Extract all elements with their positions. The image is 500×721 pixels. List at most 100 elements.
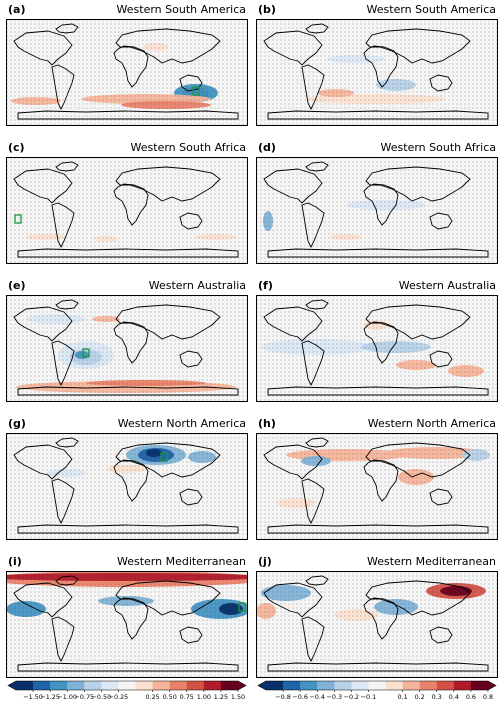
coastline [267, 110, 489, 120]
significance-stippling [256, 157, 498, 264]
significance-stippling [6, 433, 248, 540]
colorbar-extend-high [238, 681, 246, 690]
colorbar-tick-label: 1.25 [214, 693, 228, 701]
colorbar-tick-label: −0.4 [309, 693, 325, 701]
panel-region: Western North America [117, 417, 246, 430]
panel-region: Western South America [366, 3, 496, 16]
coastline [55, 437, 79, 448]
colorbar-tick-label: 0.50 [163, 693, 177, 701]
coastline [113, 597, 149, 640]
panel-label: (g) [8, 417, 26, 430]
coastline [365, 166, 471, 202]
colorbar-segment [16, 681, 34, 690]
map-frame [6, 571, 248, 678]
colorbar-segment [169, 681, 187, 690]
region-box [238, 602, 246, 612]
panel-region: Western South Africa [380, 141, 496, 154]
coastline [301, 616, 325, 663]
panel-d: (d) Western South Africa [256, 140, 498, 264]
colorbar-tick-label: −0.8 [275, 693, 291, 701]
significance-stippling [6, 571, 248, 678]
colorbar-segment [334, 681, 352, 690]
colorbar-segment [436, 681, 455, 690]
coastline [115, 442, 221, 478]
colorbar-tick-label: 1.50 [231, 693, 245, 701]
colorbar-tick-label: 0.3 [432, 693, 442, 701]
panel-region: Western South Africa [130, 141, 246, 154]
map-frame [256, 19, 498, 126]
colorbar-segment [135, 681, 153, 690]
coastline [179, 350, 203, 368]
colorbar-segment [67, 681, 85, 690]
panel-e: (e) Western Australia [6, 278, 248, 402]
colorbar-outline [257, 680, 497, 691]
colorbar-segment [266, 681, 284, 690]
colorbar-outline [7, 680, 247, 691]
panel-label: (f) [258, 279, 273, 292]
colorbar-tick-label: −1.50 [23, 693, 43, 701]
coastline [13, 444, 73, 480]
coastline [113, 45, 149, 88]
colorbar-segment [368, 681, 386, 690]
map-frame [6, 433, 248, 540]
region-box [14, 214, 22, 224]
colorbar-tick-label: 1.00 [197, 693, 211, 701]
map-frame [256, 433, 498, 540]
colorbar-segment [385, 681, 403, 690]
coastline [301, 202, 325, 249]
coastline [363, 459, 399, 502]
significance-stippling [256, 433, 498, 540]
coastline [305, 161, 329, 172]
map [6, 571, 248, 678]
coastline [363, 597, 399, 640]
panel-region: Western Australia [398, 279, 496, 292]
coastline [51, 202, 75, 249]
coastline [363, 45, 399, 88]
coastline [17, 110, 239, 120]
coastline [429, 212, 453, 230]
colorbar-segment [453, 681, 472, 690]
colorbar-tick-label: −0.50 [92, 693, 112, 701]
coastline [51, 64, 75, 111]
coastline [263, 306, 323, 342]
map [256, 295, 498, 402]
coastline [13, 168, 73, 204]
colorbar-segment [351, 681, 369, 690]
colorbar-segment [84, 681, 102, 690]
panel-region: Western South America [116, 3, 246, 16]
coastline [305, 299, 329, 310]
colorbar-tick-label: −1.25 [40, 693, 60, 701]
colorbar-extend-low [8, 681, 16, 690]
map-frame [256, 571, 498, 678]
coastline [429, 626, 453, 644]
map-frame [256, 295, 498, 402]
coastline [305, 437, 329, 448]
coastline [267, 248, 489, 258]
coastline [305, 23, 329, 34]
panel-c: (c) Western South Africa [6, 140, 248, 264]
coastline [179, 74, 203, 92]
panel-label: (c) [8, 141, 25, 154]
colorbar-segment [283, 681, 301, 690]
significance-stippling [256, 295, 498, 402]
region-box [82, 348, 90, 358]
coastline [363, 183, 399, 226]
panel-region: Western Mediterranean [116, 555, 246, 568]
colorbar-segment [300, 681, 318, 690]
coastline [179, 488, 203, 506]
coastline [113, 321, 149, 364]
map-frame [6, 19, 248, 126]
coastline [179, 626, 203, 644]
panel-region: Western Australia [148, 279, 246, 292]
coastline [365, 442, 471, 478]
panel-region: Western North America [367, 417, 496, 430]
colorbar-segment [220, 681, 239, 690]
coastline [55, 161, 79, 172]
colorbar-tick-label: −0.3 [327, 693, 343, 701]
map [6, 433, 248, 540]
colorbar-extend-low [258, 681, 266, 690]
map [6, 19, 248, 126]
coastline [263, 444, 323, 480]
colorbar-tick-label: 0.1 [398, 693, 408, 701]
coastline [429, 488, 453, 506]
